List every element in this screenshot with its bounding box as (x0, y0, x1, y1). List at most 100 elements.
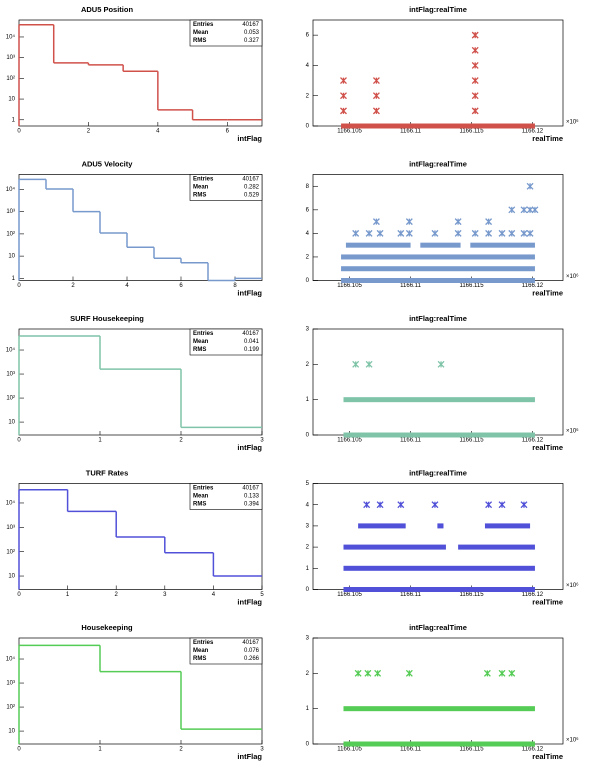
y-tick-label: 10² (6, 231, 15, 237)
x-exponent: ×10⁶ (566, 273, 579, 280)
x-axis-label: intFlag (237, 288, 262, 297)
x-tick-label: 0 (17, 592, 21, 598)
point (485, 218, 493, 226)
x-tick-label: 4 (125, 283, 129, 289)
x-tick-label: 1166.11 (400, 129, 421, 135)
x-tick-label: 0 (17, 129, 21, 135)
y-tick-label: 1 (12, 117, 16, 123)
point (471, 31, 479, 39)
stats-value: 0.133 (244, 494, 260, 500)
plot-frame (312, 483, 564, 590)
point-band (343, 544, 446, 550)
point (340, 92, 347, 100)
stats-label: Entries (193, 22, 214, 28)
y-tick-label: 2 (306, 671, 310, 677)
point-band (341, 266, 535, 272)
chart-title: intFlag:realTime (409, 468, 467, 477)
stats-label: RMS (193, 347, 206, 353)
y-tick-label: 10⁴ (6, 34, 16, 41)
point (364, 669, 372, 677)
x-tick-label: 8 (233, 283, 237, 289)
point-band (343, 397, 535, 403)
chart-title: intFlag:realTime (409, 623, 467, 632)
point (372, 107, 380, 115)
stats-label: Mean (193, 339, 209, 345)
y-tick-label: 1 (306, 397, 310, 403)
point-band (343, 741, 535, 747)
stats-label: Mean (193, 30, 209, 36)
x-tick-label: 2 (87, 129, 91, 135)
point-band (343, 432, 535, 438)
y-tick-label: 6 (306, 207, 310, 213)
y-tick-label: 2 (306, 255, 310, 261)
x-tick-label: 1166.11 (400, 283, 421, 289)
y-tick-label: 10⁴ (6, 500, 16, 507)
x-tick-label: 2 (179, 438, 183, 444)
plot-frame (312, 174, 564, 281)
point (431, 229, 439, 237)
y-tick-label: 10³ (6, 525, 15, 531)
point-band (484, 523, 531, 529)
x-exponent: ×10⁶ (566, 737, 579, 744)
y-tick-label: 2 (306, 93, 310, 99)
x-tick-label: 3 (260, 747, 264, 753)
x-tick-label: 1166.11 (400, 747, 421, 753)
x-tick-label: 0 (17, 747, 21, 753)
y-tick-label: 0 (306, 124, 310, 130)
stats-label: Entries (193, 177, 214, 183)
chart-title: intFlag:realTime (409, 159, 467, 168)
point (365, 229, 373, 237)
x-axis-label: realTime (532, 597, 563, 606)
y-tick-label: 10 (8, 574, 15, 580)
y-tick-label: 10 (8, 729, 15, 735)
x-exponent: ×10⁶ (566, 428, 579, 435)
x-tick-label: 1166.12 (522, 283, 544, 289)
x-tick-label: 1 (98, 747, 102, 753)
stats-value: 0.282 (244, 185, 260, 191)
y-tick-label: 10² (6, 396, 15, 402)
point (376, 501, 384, 509)
y-tick-label: 4 (306, 231, 310, 237)
point (526, 182, 534, 190)
point (508, 669, 516, 677)
point (352, 360, 360, 368)
y-tick-label: 2 (306, 362, 310, 368)
x-tick-label: 1166.11 (400, 592, 421, 598)
x-tick-label: 1166.12 (522, 129, 544, 135)
x-tick-label: 1166.115 (459, 283, 484, 289)
y-tick-label: 8 (306, 184, 310, 190)
y-tick-label: 4 (306, 63, 310, 69)
stats-label: Mean (193, 185, 209, 191)
stats-label: RMS (193, 38, 206, 44)
point-band (358, 523, 406, 529)
y-tick-label: 2 (306, 545, 310, 551)
point-band (470, 242, 535, 248)
point (363, 501, 371, 509)
stats-box (189, 19, 263, 47)
y-tick-label: 3 (306, 523, 310, 529)
y-tick-label: 10² (6, 549, 15, 555)
point-band (341, 123, 535, 129)
point (340, 107, 347, 115)
point (498, 669, 506, 677)
point (352, 229, 360, 237)
y-tick-label: 10³ (6, 681, 15, 687)
stats-value: 0.327 (244, 38, 260, 44)
x-axis-label: intFlag (237, 443, 262, 452)
y-tick-label: 1 (12, 276, 16, 282)
chart-title: Housekeeping (81, 623, 133, 632)
point (405, 229, 413, 237)
point (354, 669, 362, 677)
x-tick-label: 1166.11 (400, 438, 421, 444)
point-band (345, 242, 411, 248)
point (340, 77, 347, 85)
y-tick-label: 10⁴ (6, 347, 16, 354)
x-tick-label: 0 (17, 438, 21, 444)
stats-label: RMS (193, 193, 206, 199)
point-band (341, 254, 535, 260)
stats-box (189, 637, 263, 665)
stats-label: RMS (193, 656, 206, 662)
y-tick-label: 10³ (6, 55, 15, 61)
x-tick-label: 1 (98, 438, 102, 444)
